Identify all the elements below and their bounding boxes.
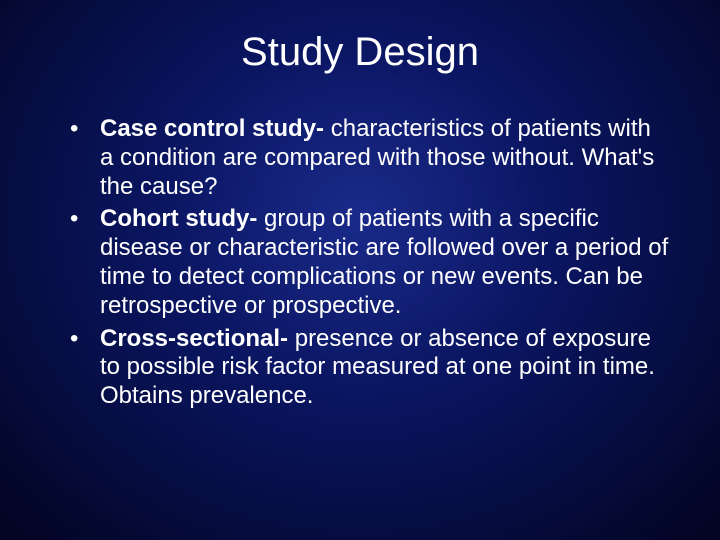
bullet-lead: Case control study- <box>100 115 331 142</box>
bullet-item: Cross-sectional- presence or absence of … <box>70 325 670 411</box>
bullet-lead: Cohort study- <box>100 205 264 232</box>
slide-title: Study Design <box>50 30 670 75</box>
bullet-item: Case control study- characteristics of p… <box>70 115 670 201</box>
bullet-list: Case control study- characteristics of p… <box>50 115 670 411</box>
bullet-lead: Cross-sectional- <box>100 325 295 352</box>
bullet-item: Cohort study- group of patients with a s… <box>70 205 670 320</box>
